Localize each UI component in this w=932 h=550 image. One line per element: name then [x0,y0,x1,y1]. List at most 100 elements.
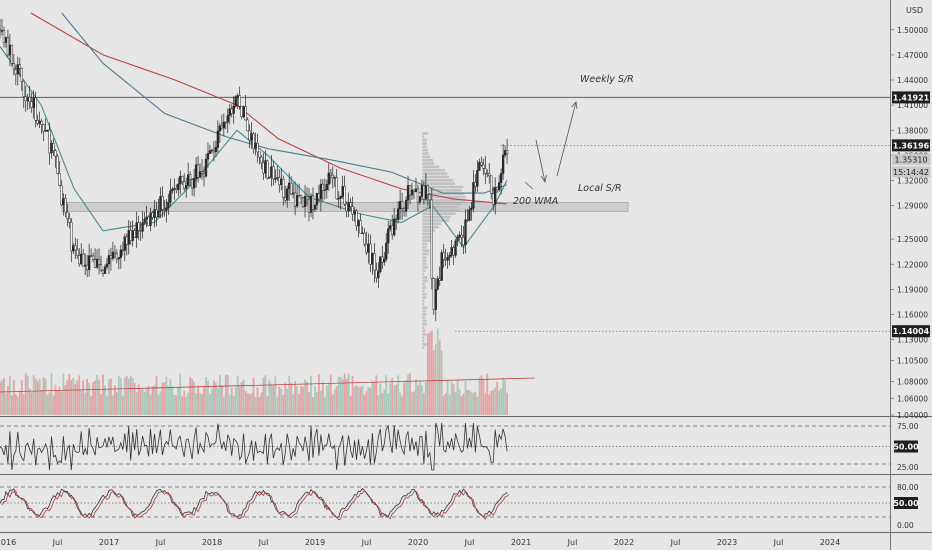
candle-body [377,271,380,279]
volume-bar [377,395,380,415]
volume-bar [440,350,443,415]
volume-average-line [0,377,536,393]
volume-bar [422,392,425,415]
candle-body [450,247,453,256]
volume-bar [68,374,71,415]
candle-body [38,120,41,124]
volume-bar [450,381,453,415]
price-tick-label: 1.41000 [897,101,928,110]
volume-bar [173,394,176,415]
candle-body [339,196,342,199]
volume-bar [80,389,83,415]
candle-body [490,175,493,194]
volume-profile-bar [422,249,430,252]
candle-body [240,106,243,117]
volume-bar [318,374,320,415]
volume-pane [0,328,536,415]
candle-body [80,253,83,265]
volume-bar [490,391,493,415]
time-axis[interactable]: 2016 Jul 2017 Jul 2018 Jul 2019 Jul 2020 Jul 2021 J… [0,538,840,547]
volume-bar [78,375,81,415]
candle-body [179,175,182,185]
volume-bar [238,386,241,415]
volume-bar [274,376,277,415]
candle-body [331,174,334,178]
volume-bar [341,379,344,415]
candle-body [420,185,424,197]
candle-body [381,256,384,263]
rsi-line [0,422,508,471]
candle-body [4,37,8,43]
time-tick-label: Jul [670,538,681,547]
candle-body [470,207,473,211]
wma-pointer-line [524,181,534,190]
price-tick-label: 1.38000 [897,126,928,135]
candle-body [119,249,122,258]
volume-bar [413,391,415,415]
volume-bar [48,392,51,415]
volume-bar [60,391,63,415]
time-tick-label: Jul [155,538,166,547]
candle-body [133,230,136,238]
candle-body [242,106,245,117]
candle-body [499,173,503,183]
price-axis[interactable]: USD 1.500001.470001.440001.410001.380001… [890,6,928,530]
volume-profile [422,132,466,350]
candle-body [26,96,29,102]
time-tick-label: Jul [361,538,372,547]
price-tick-label: 1.44000 [897,76,928,85]
candle-body [66,211,69,219]
volume-bar [458,389,461,415]
volume-profile-bar [422,155,431,159]
candle-body [236,95,239,98]
volume-bar [240,382,243,415]
candle-body [311,195,315,210]
volume-bar [179,373,182,415]
candle-body [444,258,447,261]
volume-profile-bar [422,279,428,283]
volume-bar [387,393,390,415]
candle-body [161,196,164,210]
candle-body [321,183,325,191]
volume-bar [177,386,180,415]
volume-profile-bar [422,306,428,309]
time-tick-label: 2016 [0,538,16,547]
candle-body [353,210,356,215]
moving-average-line-2 [61,12,507,194]
candle-body [206,153,210,160]
candle-body [141,222,144,232]
candle-body [123,236,126,251]
moving-average-line-3 [0,46,508,249]
volume-bar [106,395,108,415]
volume-bar [246,393,249,415]
volume-bar [288,375,291,415]
volume-bar [226,375,229,415]
countdown-label: 15:14:42 [893,168,929,177]
candle-body [153,209,156,218]
volume-profile-bar [422,319,427,323]
candle-body [379,256,382,272]
volume-bar [492,390,495,415]
volume-profile-bar [422,346,425,350]
candle-body [230,108,233,114]
volume-bar [325,385,328,415]
price-tick-label: 1.16000 [897,311,928,320]
volume-bar [7,386,9,415]
volume-bar [476,396,479,415]
candle-body [18,64,21,69]
candle-body [345,203,348,212]
volume-bar [343,373,346,415]
volume-bar [448,394,451,415]
candle-body [99,264,103,271]
volume-bar [300,386,302,415]
volume-bar [104,385,106,415]
volume-bar [38,378,41,415]
candle-body [503,150,507,156]
volume-bar [70,379,73,415]
local-sr-annotation: Local S/R [578,183,622,194]
volume-bar [314,385,316,415]
candle-body [72,245,75,252]
volume-bar [28,388,31,415]
volume-profile-bar [422,269,426,273]
